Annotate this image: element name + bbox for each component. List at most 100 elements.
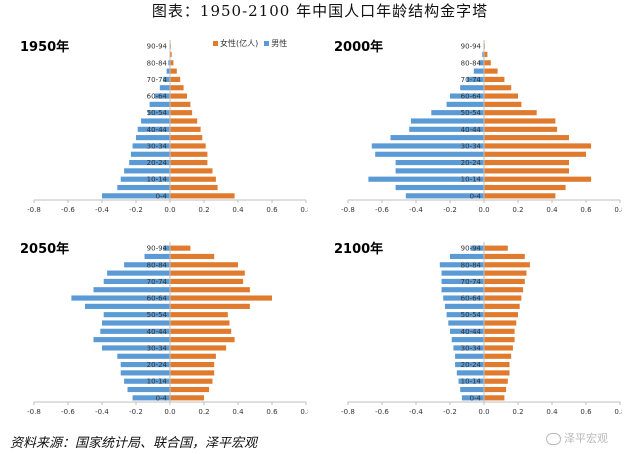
bar-male-15-19 xyxy=(395,168,484,174)
bar-male-70-74 xyxy=(163,76,170,82)
bar-male-20-24 xyxy=(129,160,170,166)
bar-female-35-39 xyxy=(484,337,515,343)
bar-male-35-39 xyxy=(390,135,484,141)
bar-female-25-29 xyxy=(170,353,216,359)
x-tick-label: 0.0 xyxy=(164,206,175,214)
x-tick-label: -0.2 xyxy=(129,408,143,416)
bar-female-40-44 xyxy=(170,328,232,334)
age-tick-label: 20-24 xyxy=(147,159,168,167)
bar-male-60-64 xyxy=(443,295,484,301)
x-tick-label: -0.8 xyxy=(341,206,355,214)
bar-male-90-94 xyxy=(163,245,170,251)
bar-female-70-74 xyxy=(170,76,181,82)
bar-female-20-24 xyxy=(170,362,215,368)
bar-male-55-59 xyxy=(149,101,170,107)
age-tick-label: 20-24 xyxy=(147,361,168,369)
age-tick-label: 10-14 xyxy=(147,378,168,386)
bar-female-75-79 xyxy=(170,68,177,74)
bar-female-0-4 xyxy=(170,193,235,199)
bar-female-90-94 xyxy=(170,245,191,251)
bar-female-5-9 xyxy=(484,386,507,393)
bar-female-15-19 xyxy=(484,370,510,376)
bar-male-55-59 xyxy=(446,101,484,107)
x-tick-label: 0.4 xyxy=(232,206,244,214)
x-tick-label: 0.2 xyxy=(198,206,209,214)
bar-male-40-44 xyxy=(137,126,170,132)
pyramid-chart: 0-4 10-14 20-24 30-34 40-44 50-54 60-64 70-74 80… xyxy=(27,242,308,416)
bar-male-85-89 xyxy=(144,253,170,260)
x-tick-label: 0.8 xyxy=(614,408,622,416)
bar-male-85-89 xyxy=(482,51,484,58)
bar-male-35-39 xyxy=(136,135,170,141)
bar-male-75-79 xyxy=(441,270,484,276)
figure-title: 图表：1950-2100 年中国人口年龄结构金字塔 xyxy=(151,2,489,20)
panel-title: 2050年 xyxy=(20,242,70,257)
legend-swatch-male xyxy=(264,41,270,46)
bar-female-60-64 xyxy=(170,295,272,301)
bar-male-65-69 xyxy=(159,85,170,91)
bar-male-60-64 xyxy=(450,93,484,99)
bar-male-70-74 xyxy=(441,278,484,284)
panel-title: 2000年 xyxy=(334,40,384,55)
age-tick-label: 10-14 xyxy=(461,378,482,386)
bar-male-35-39 xyxy=(93,337,170,343)
age-tick-label: 30-34 xyxy=(461,142,482,150)
bar-male-55-59 xyxy=(85,303,170,309)
bar-male-5-9 xyxy=(127,386,170,393)
bar-male-5-9 xyxy=(395,184,484,191)
bar-female-80-84 xyxy=(170,60,174,66)
bar-female-15-19 xyxy=(484,168,569,174)
x-tick-label: 0.8 xyxy=(614,206,622,214)
bar-female-45-49 xyxy=(484,320,517,326)
bar-female-5-9 xyxy=(484,184,566,191)
bar-female-75-79 xyxy=(484,270,527,276)
age-tick-label: 60-64 xyxy=(147,295,168,303)
age-tick-label: 80-84 xyxy=(147,59,168,67)
bar-female-30-34 xyxy=(170,143,206,149)
bar-male-90-94 xyxy=(470,245,484,251)
bar-female-30-34 xyxy=(484,143,592,149)
age-tick-label: 10-14 xyxy=(147,176,168,184)
x-tick-label: -0.4 xyxy=(409,206,423,214)
bar-male-15-19 xyxy=(120,370,170,376)
x-tick-label: 0.4 xyxy=(232,408,244,416)
bar-male-80-84 xyxy=(168,60,170,66)
bar-female-70-74 xyxy=(484,76,505,82)
pyramid-panel-2050: 0-4 10-14 20-24 30-34 40-44 50-54 60-64 70-74 80… xyxy=(8,232,308,422)
bar-male-0-4 xyxy=(461,395,484,401)
x-tick-label: 0.2 xyxy=(512,206,523,214)
bar-female-50-54 xyxy=(170,110,193,116)
bar-male-80-84 xyxy=(478,60,484,66)
bar-female-40-44 xyxy=(484,328,515,334)
bar-male-20-24 xyxy=(120,362,170,368)
x-tick-label: 0.2 xyxy=(512,408,523,416)
bar-male-10-14 xyxy=(458,378,484,384)
pyramid-panel-1950: 0-4 10-14 20-24 30-34 40-44 50-54 60-64 70-74 80… xyxy=(8,30,308,220)
bar-male-25-29 xyxy=(375,151,484,157)
x-tick-label: -0.6 xyxy=(375,206,389,214)
bar-female-70-74 xyxy=(170,278,244,284)
bar-male-70-74 xyxy=(467,76,484,82)
legend-item-female: 女性(亿人) xyxy=(213,39,258,48)
bar-male-80-84 xyxy=(124,262,170,268)
bar-female-45-49 xyxy=(170,320,230,326)
bar-male-60-64 xyxy=(154,93,170,99)
age-tick-label: 70-74 xyxy=(461,278,482,286)
age-tick-label: 80-84 xyxy=(461,59,482,67)
legend-label-male: 男性 xyxy=(271,39,288,48)
bar-female-85-89 xyxy=(484,253,525,260)
age-tick-label: 40-44 xyxy=(461,126,482,134)
bar-male-30-34 xyxy=(453,345,484,351)
bar-male-25-29 xyxy=(130,151,170,157)
bar-female-65-69 xyxy=(484,287,524,293)
bar-male-85-89 xyxy=(450,253,484,260)
bar-female-20-24 xyxy=(484,160,569,166)
bar-female-30-34 xyxy=(484,345,513,351)
bar-male-50-54 xyxy=(431,110,484,116)
x-tick-label: 0.8 xyxy=(300,206,308,214)
x-tick-label: 0.6 xyxy=(266,206,278,214)
bar-male-45-49 xyxy=(102,320,170,326)
bar-female-55-59 xyxy=(484,303,520,309)
x-tick-label: 0.6 xyxy=(580,408,592,416)
bar-female-25-29 xyxy=(170,151,208,157)
